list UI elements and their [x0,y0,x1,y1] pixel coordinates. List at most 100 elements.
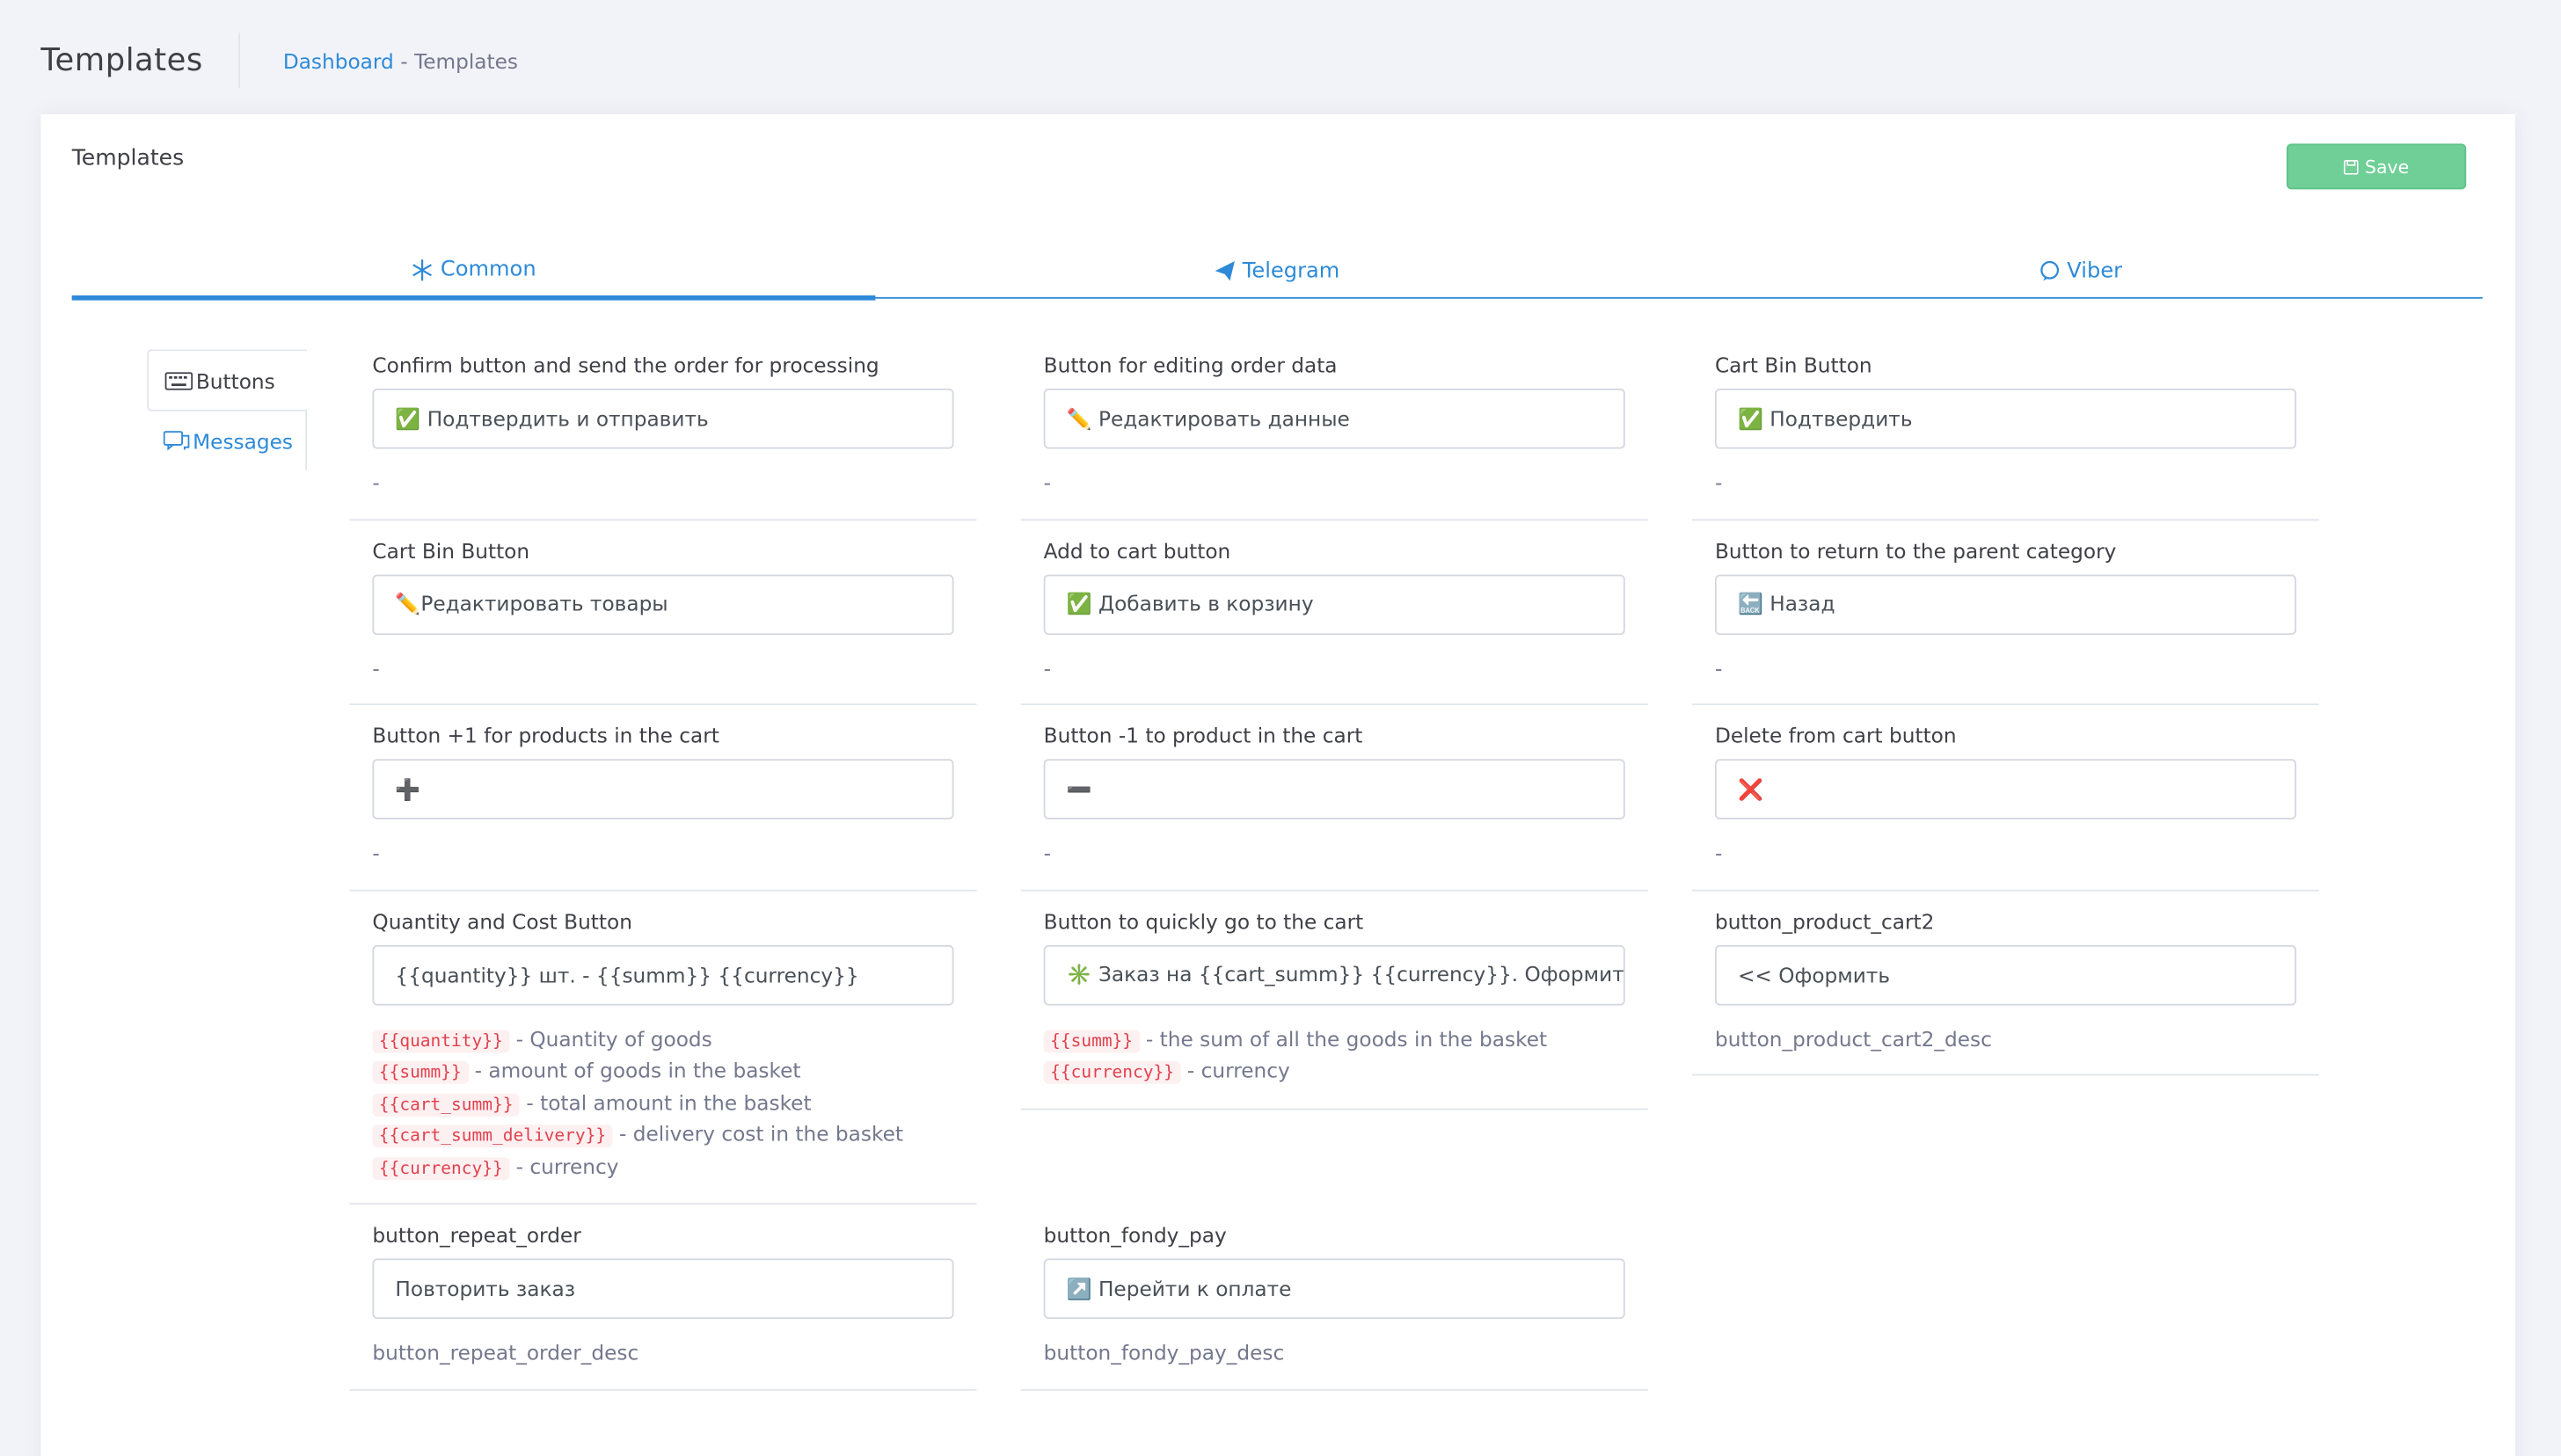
placeholder-row: {{quantity}} - Quantity of goods [372,1024,953,1056]
placeholder-code: {{summ}} [1043,1029,1140,1052]
text-input[interactable]: ✅ Подтвердить [1714,388,2297,449]
field: button_fondy_pay ↗️ Перейти к оплате butto… [1020,1205,1648,1390]
field: Confirm button and send the order for pr… [349,335,977,521]
field-label: button_repeat_order [372,1222,581,1248]
text-input[interactable]: ➖ [1043,759,1625,819]
text-input[interactable]: ✅ Добавить в корзину [1043,573,1625,635]
text-input[interactable]: ✏️ Редактировать данные [1043,388,1625,449]
placeholder-text: - delivery cost in the basket [618,1121,903,1147]
field: Cart Bin Button ✅ Подтвердить - [1691,335,2320,521]
field-description: {{summ}} - the sum of all the goods in th… [1043,1024,1625,1088]
tab-bar: Common Telegram Viber [71,244,2483,301]
save-icon [2343,159,2359,174]
tab[interactable]: Viber [1679,244,2483,296]
field: Add to cart button ✅ Добавить в корзину - [1020,520,1648,706]
field: Button +1 for products in the cart ➕ - [349,705,977,891]
field: button_product_cart2 << Оформить button_pr… [1691,891,2320,1076]
keyboard-icon [164,371,193,389]
field-label: Button -1 to product in the cart [1043,723,1363,748]
field-label: Confirm button and send the order for pr… [372,353,879,377]
breadcrumb-current: Templates [413,47,519,73]
field-label: Button to quickly go to the cart [1043,908,1364,933]
placeholder-code: {{cart_summ}} [372,1092,520,1116]
field-label: button_product_cart2 [1714,908,1935,933]
text-input[interactable]: ✳️ Заказ на {{cart_summ}} {{currency}}. … [1043,943,1625,1005]
placeholder-text: - currency [515,1153,619,1178]
field-label: button_fondy_pay [1043,1222,1227,1248]
field: Button for editing order data ✏️ Редактир… [1020,335,1648,521]
field: Button -1 to product in the cart ➖ - [1020,705,1648,891]
field-description: - [372,841,380,865]
field-label: Button to return to the parent category [1714,537,2117,563]
breadcrumb-link[interactable]: Dashboard [282,47,394,73]
text-input[interactable]: ✏️Редактировать товары [372,573,954,635]
placeholder-row: {{cart_summ}} - total amount in the baske… [372,1088,953,1119]
field-description: - [1043,841,1052,865]
page-header: Templates Dashboard - Templates [40,33,519,89]
text-input[interactable]: ✅ Подтвердить и отправить [372,388,954,449]
side-tab-label: Messages [193,428,294,454]
field-description: - [1714,470,1723,495]
field-label: Button +1 for products in the cart [372,723,719,748]
side-tabs: Buttons Messages [147,349,308,470]
field: button_repeat_order Повторить заказ button… [349,1205,977,1390]
text-input[interactable]: << Оформить [1714,943,2297,1005]
field-label: Cart Bin Button [1714,353,1872,377]
placeholder-row: {{summ}} - amount of goods in the basket [372,1056,953,1088]
placeholder-code: {{cart_summ_delivery}} [372,1125,613,1148]
placeholder-text: - the sum of all the goods in the basket [1145,1025,1548,1051]
text-input[interactable]: ➕ [372,759,954,819]
save-button[interactable]: Save [2286,143,2467,190]
side-tab[interactable]: Messages [147,411,308,470]
field: Delete from cart button ❌ - [1691,705,2320,891]
placeholder-row: {{currency}} - currency [372,1152,953,1183]
placeholder-text: - currency [1186,1058,1290,1082]
card-title: Templates [71,145,185,171]
placeholder-row: {{cart_summ_delivery}} - delivery cost in… [372,1120,953,1152]
tab-icon [2039,261,2059,281]
text-input[interactable]: ❌ [1714,759,2297,819]
field-description: button_fondy_pay_desc [1043,1340,1285,1365]
placeholder-text: - total amount in the basket [526,1089,812,1115]
side-tab-label: Buttons [195,368,275,393]
tab-icon [412,259,432,281]
field-description: - [1043,470,1052,495]
placeholder-code: {{quantity}} [372,1029,510,1052]
placeholder-text: - Quantity of goods [515,1025,712,1051]
side-tab[interactable]: Buttons [147,349,308,411]
placeholder-code: {{currency}} [372,1156,510,1180]
placeholder-text: - amount of goods in the basket [474,1058,801,1082]
tab-label: Viber [2067,258,2123,284]
text-input[interactable]: Повторить заказ [372,1258,954,1320]
field-grid: Confirm button and send the order for pr… [349,335,2320,1390]
tab-label: Common [440,258,536,283]
field: Quantity and Cost Button {{quantity}} шт.… [349,891,977,1205]
field-description: button_repeat_order_desc [372,1340,639,1365]
field-description: {{quantity}} - Quantity of goods {{summ}} -… [372,1024,953,1183]
placeholder-code: {{currency}} [1043,1060,1181,1084]
text-input[interactable]: ↗️ Перейти к оплате [1043,1258,1625,1320]
text-input[interactable]: {{quantity}} шт. - {{summ}} {{currency}} [372,943,954,1005]
placeholder-row: {{summ}} - the sum of all the goods in th… [1043,1024,1625,1056]
field: Button to quickly go to the cart ✳️ Заказ… [1020,891,1648,1110]
tab-label: Telegram [1242,258,1340,284]
field-description: button_product_cart2_desc [1714,1025,1992,1051]
chat-icon [163,431,190,451]
field-label: Button for editing order data [1043,353,1338,377]
field-description: - [1714,655,1723,681]
save-label: Save [2365,156,2410,178]
card: Templates Save Common Telegram Viber But… [40,113,2515,1456]
text-input[interactable]: 🔙 Назад [1714,573,2297,635]
field-label: Delete from cart button [1714,723,1957,748]
tab-icon [1215,261,1235,281]
placeholder-row: {{currency}} - currency [1043,1056,1625,1088]
tab[interactable]: Common [71,244,876,301]
field-description: - [372,655,380,681]
field-description: - [372,470,380,495]
field-description: - [1714,841,1723,865]
tab[interactable]: Telegram [875,244,1679,296]
field-label: Add to cart button [1043,537,1231,563]
field: Cart Bin Button ✏️Редактировать товары - [349,520,977,706]
field: Button to return to the parent category 🔙… [1691,520,2320,706]
